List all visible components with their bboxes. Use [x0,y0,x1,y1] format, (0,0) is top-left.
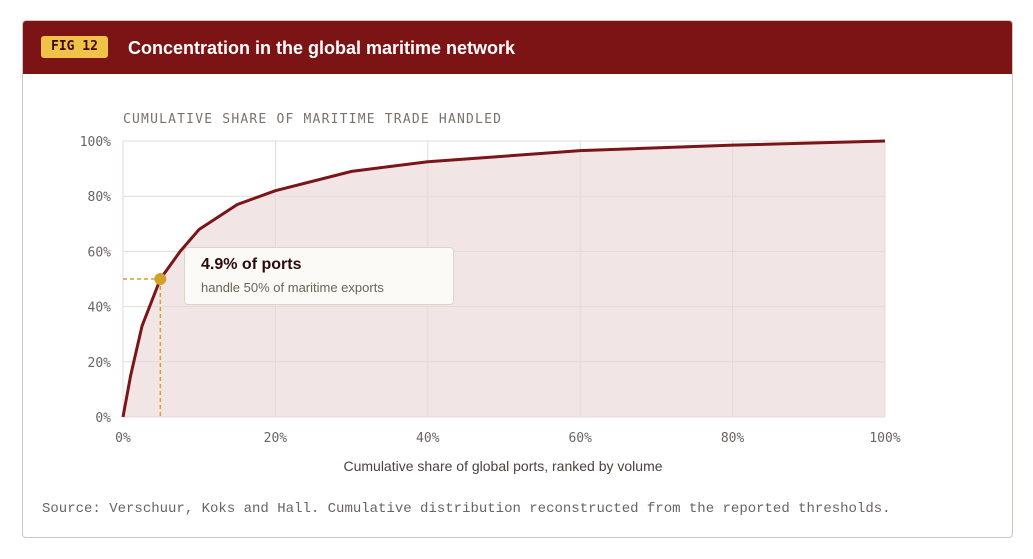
series-line [121,139,886,418]
annotation-title: 4.9% of ports [201,256,302,273]
y-tick-label: 60% [88,245,112,260]
x-tick-label: 40% [416,431,440,446]
x-tick-label: 0% [115,431,131,446]
figure-number-badge: FIG 12 [41,36,108,58]
y-tick-label: 20% [88,356,112,371]
annotation-text: handle 50% of maritime exports [201,280,384,295]
x-tick-label: 100% [869,431,900,446]
y-tick-label: 100% [80,135,111,150]
y-tick-label: 40% [88,301,112,316]
chart-title: CUMULATIVE SHARE OF MARITIME TRADE HANDL… [123,112,502,127]
annotation-callout: 4.9% of ports handle 50% of maritime exp… [184,247,454,305]
chart: CUMULATIVE SHARE OF MARITIME TRADE HANDL… [80,112,901,474]
x-tick-label: 20% [264,431,288,446]
x-tick-label: 60% [568,431,592,446]
area-layer [123,141,885,417]
y-tick-label: 0% [95,411,111,426]
annotation-marker-layer [121,139,886,418]
figure-title: Concentration in the global maritime net… [128,38,516,58]
y-tick-label: 80% [88,190,112,205]
figure-card: FIG 12 Concentration in the global marit… [22,20,1013,538]
x-tick-label: 80% [721,431,745,446]
source-note: Source: Verschuur, Koks and Hall. Cumula… [42,501,891,517]
x-axis: 0% 20% 40% 60% 80% 100% [115,431,901,446]
annotation-point [154,273,167,285]
figure-header: FIG 12 Concentration in the global marit… [23,21,1012,74]
x-axis-label: Cumulative share of global ports, ranked… [343,458,662,474]
y-axis: 0% 20% 40% 60% 80% 100% [80,135,111,426]
area-fill [123,141,885,417]
